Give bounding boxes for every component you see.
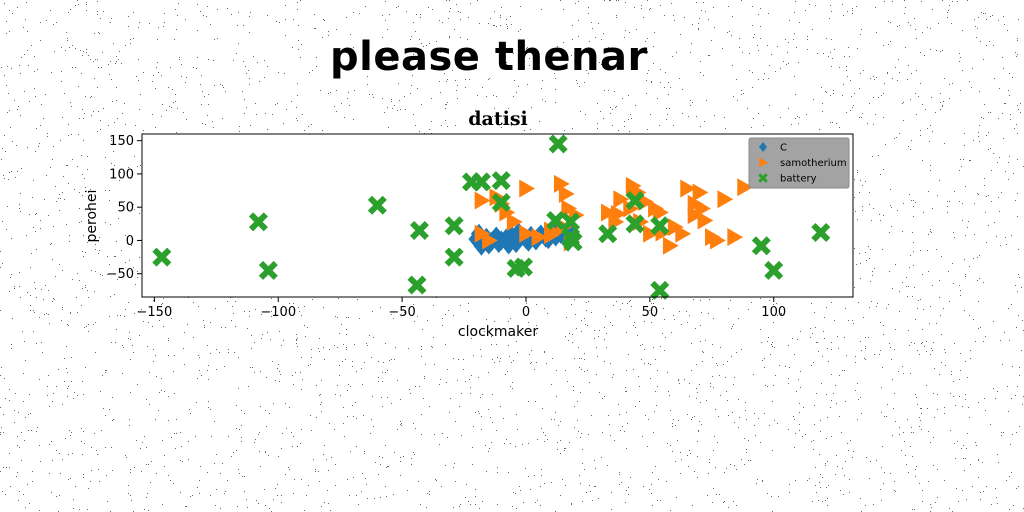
point-battery: [764, 260, 784, 280]
x-tick-label: 50: [642, 305, 659, 320]
legend-marker-battery: [758, 173, 768, 183]
y-tick-label: 150: [109, 134, 134, 149]
point-battery: [650, 280, 670, 300]
axis-ticks: −150 −100 −50 0 50 100 150 100 50 0 −50: [107, 134, 787, 320]
point-battery: [444, 216, 464, 236]
chart-title: datisi: [468, 108, 528, 130]
x-tick-label: −100: [260, 305, 296, 320]
point-samotherium: [544, 226, 560, 245]
point-battery: [471, 172, 491, 192]
point-samotherium: [506, 212, 523, 231]
point-samotherium: [737, 178, 753, 197]
point-battery: [258, 260, 278, 280]
point-samotherium: [687, 206, 704, 225]
point-battery: [751, 236, 771, 256]
point-samotherium: [692, 183, 709, 202]
y-tick-label: 100: [109, 167, 134, 182]
point-samotherium: [519, 224, 535, 243]
legend-box: [748, 137, 850, 189]
point-samotherium: [643, 224, 659, 243]
legend-label: samotherium: [780, 158, 847, 169]
point-samotherium: [675, 224, 692, 243]
point-battery: [152, 247, 172, 267]
x-tick-label: 0: [522, 305, 530, 320]
point-battery: [563, 232, 583, 252]
point-battery: [811, 222, 831, 242]
point-samotherium: [531, 228, 548, 247]
point-battery: [367, 195, 387, 215]
legend-label: battery: [780, 174, 817, 185]
point-samotherium: [558, 184, 575, 203]
point-battery: [546, 210, 566, 230]
point-battery: [248, 212, 268, 232]
data-points: [152, 134, 831, 300]
point-C: [500, 234, 517, 255]
point-samotherium: [709, 231, 726, 250]
point-samotherium: [553, 174, 570, 193]
y-tick-label: 50: [117, 201, 134, 216]
x-tick-label: −150: [137, 305, 173, 320]
point-samotherium: [613, 190, 630, 209]
point-samotherium: [727, 228, 744, 247]
point-battery: [491, 193, 511, 213]
point-battery: [409, 220, 429, 240]
point-samotherium: [653, 203, 669, 222]
x-axis-label: clockmaker: [458, 324, 538, 340]
plot-area: [142, 134, 853, 297]
point-samotherium: [600, 203, 617, 222]
point-battery: [650, 216, 670, 236]
x-tick-label: −50: [388, 305, 415, 320]
legend-marker-samotherium: [759, 157, 768, 168]
point-samotherium: [482, 231, 498, 250]
point-battery: [444, 247, 464, 267]
point-samotherium: [680, 179, 697, 198]
point-battery: [491, 171, 511, 191]
point-battery: [514, 257, 534, 277]
y-axis-label: perohei: [84, 190, 100, 243]
point-battery: [548, 134, 568, 154]
point-samotherium: [662, 236, 679, 255]
point-battery: [625, 191, 645, 211]
point-battery: [561, 212, 581, 232]
y-tick-label: 0: [126, 234, 134, 249]
legend-marker-C: [759, 142, 767, 152]
point-samotherium: [474, 191, 491, 210]
legend-label: C: [780, 143, 787, 154]
y-tick-label: −50: [107, 267, 134, 282]
x-tick-label: 100: [761, 305, 786, 320]
point-C: [490, 233, 507, 254]
point-battery: [407, 275, 427, 295]
figure-suptitle: please thenar: [330, 34, 648, 80]
point-battery: [598, 224, 618, 244]
plot-frame: [141, 133, 854, 298]
point-samotherium: [519, 179, 535, 198]
point-battery: [625, 214, 645, 234]
point-samotherium: [717, 190, 734, 209]
